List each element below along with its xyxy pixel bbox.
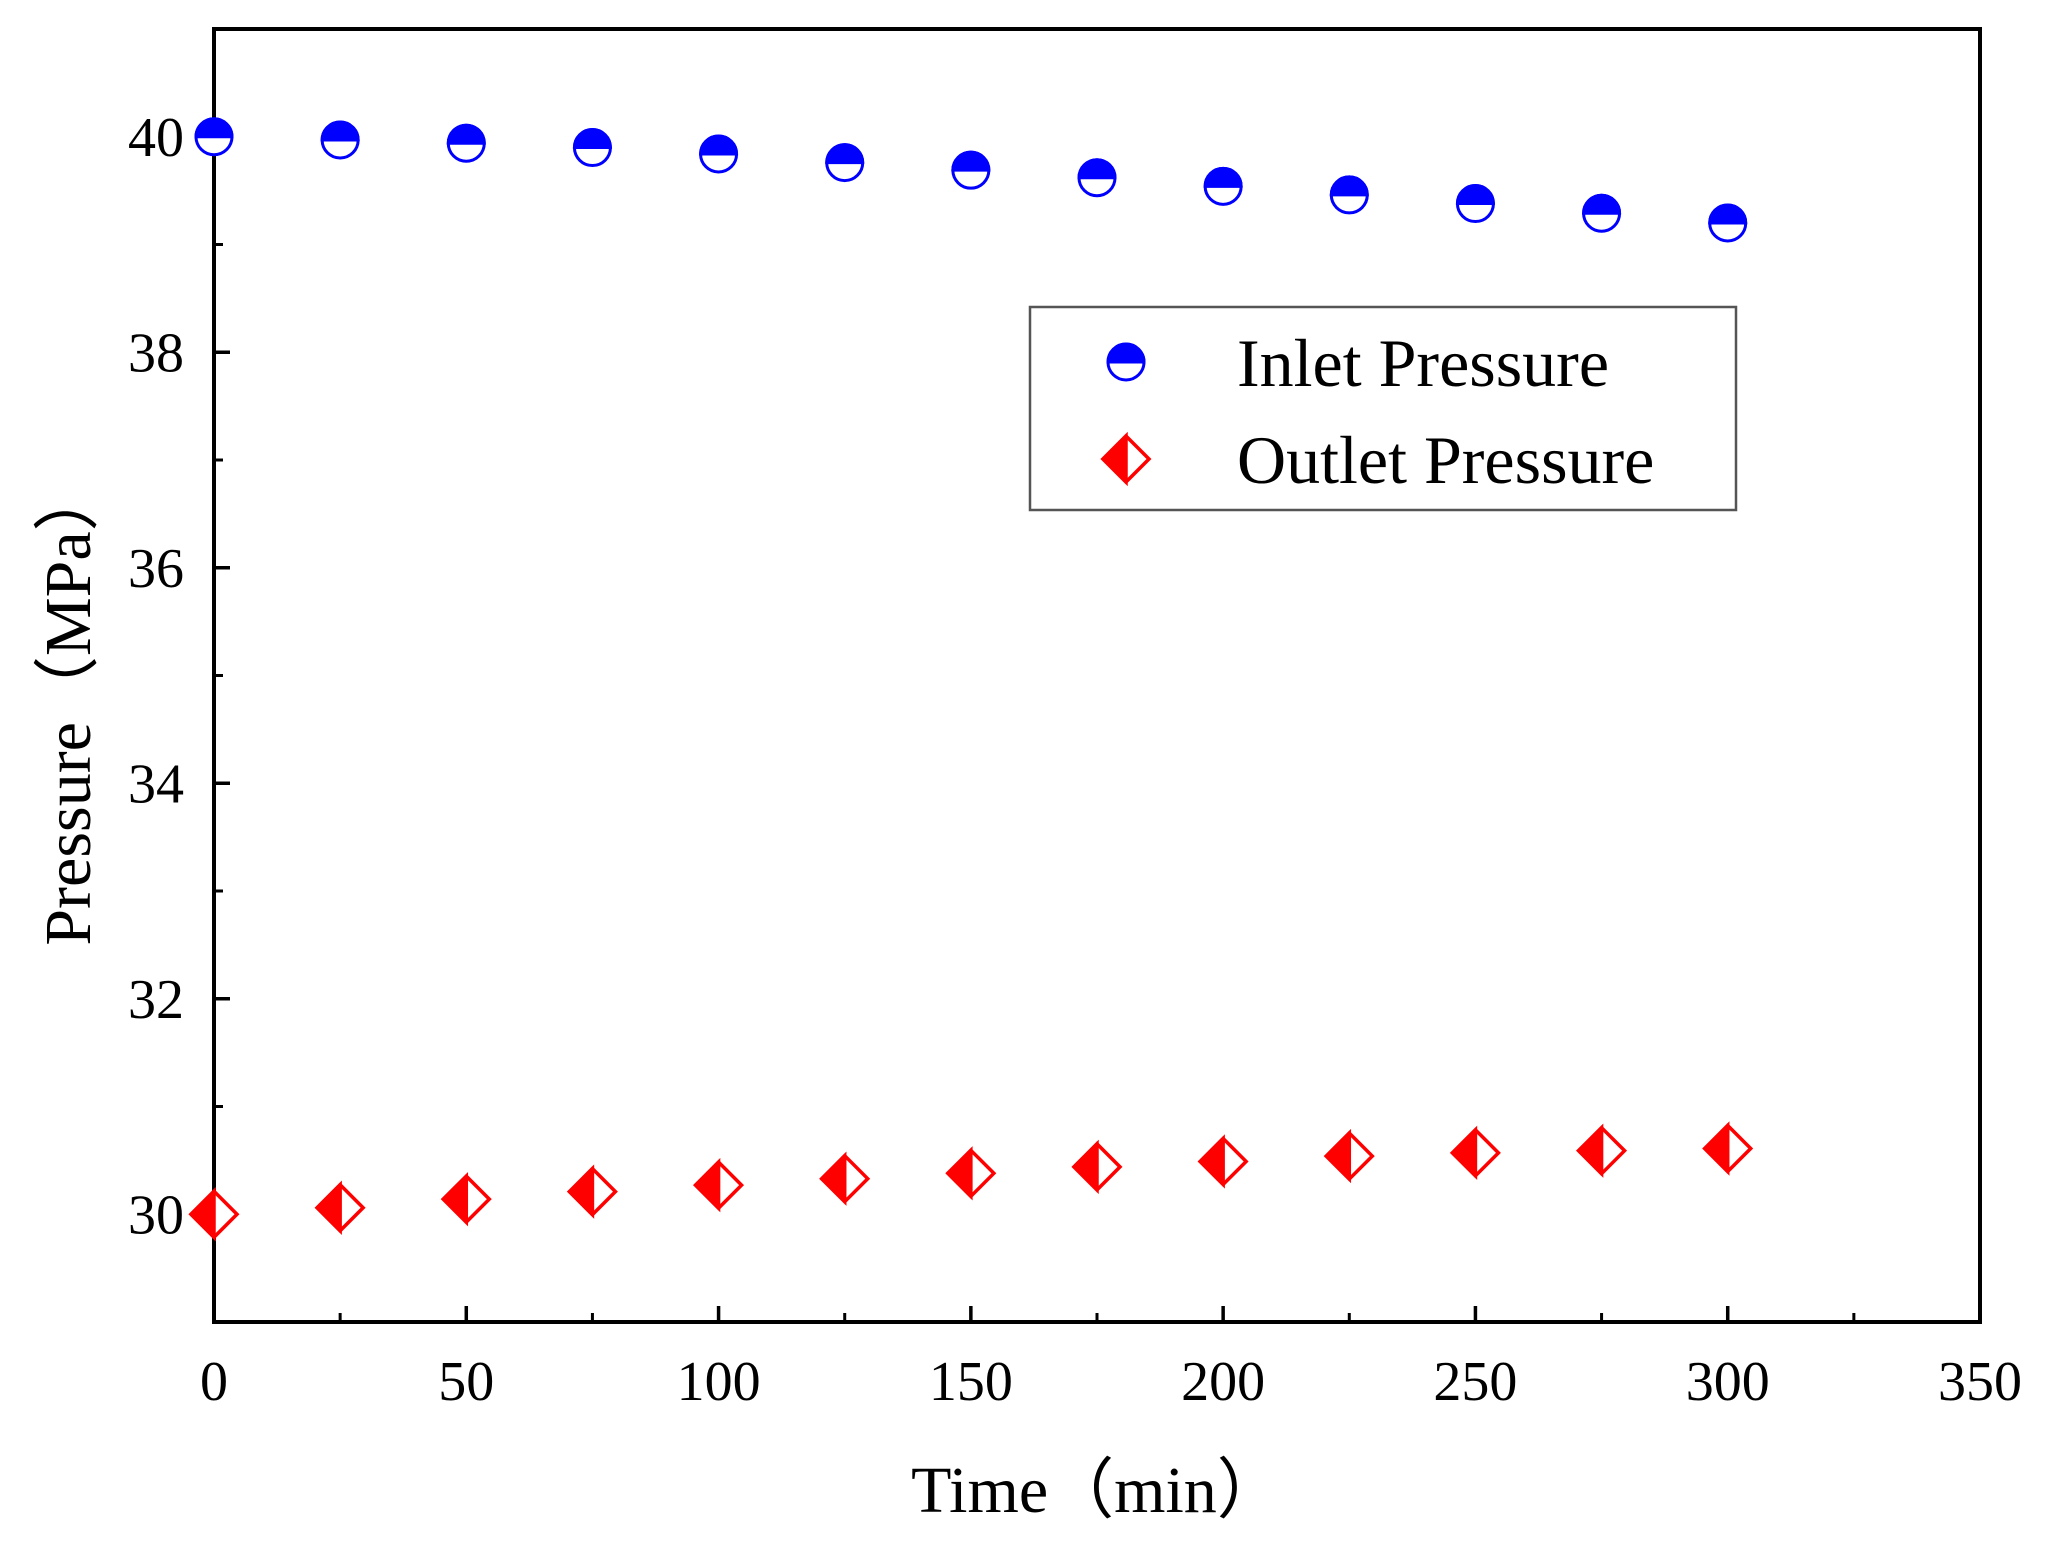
outlet-pressure-point (566, 1164, 618, 1219)
outlet-pressure-point-fill (945, 1146, 973, 1201)
y-tick-label: 32 (128, 969, 184, 1031)
outlet-pressure-point (1197, 1134, 1249, 1189)
inlet-pressure-point (1077, 158, 1117, 198)
inlet-pressure-point-fill (1203, 166, 1243, 188)
inlet-pressure-point-fill (1455, 184, 1495, 206)
legend-label-inlet: Inlet Pressure (1237, 325, 1609, 401)
outlet-pressure-point-fill (1197, 1134, 1225, 1189)
inlet-pressure-point (320, 120, 360, 160)
inlet-pressure-point-fill (194, 117, 234, 139)
x-tick-label: 100 (677, 1351, 761, 1413)
outlet-pressure-point (314, 1180, 366, 1236)
inlet-pressure-point-fill (572, 128, 612, 150)
inlet-pressure-point-fill (1708, 203, 1748, 225)
inlet-pressure-point (1708, 203, 1748, 243)
outlet-pressure-point-fill (566, 1164, 595, 1219)
inlet-pressure-point (1329, 175, 1369, 215)
inlet-pressure-point-fill (1329, 175, 1369, 197)
legend-box (1028, 305, 1738, 512)
inlet-pressure-point-fill (1582, 193, 1622, 215)
outlet-pressure-point-fill (188, 1187, 216, 1242)
series-inlet-pressure (194, 117, 1748, 243)
x-tick-label: 0 (200, 1351, 228, 1413)
outlet-pressure-point (440, 1171, 492, 1227)
outlet-pressure-point-fill (314, 1180, 342, 1236)
outlet-pressure-point-fill (1702, 1121, 1730, 1176)
legend-inlet-marker-fill (1106, 342, 1146, 364)
outlet-pressure-point (1449, 1125, 1501, 1181)
outlet-pressure-point-fill (819, 1151, 847, 1206)
inlet-pressure-point-fill (1077, 158, 1117, 180)
x-tick-label: 300 (1686, 1351, 1770, 1413)
inlet-pressure-point (951, 150, 991, 190)
inlet-pressure-point (194, 117, 234, 157)
outlet-pressure-point-fill (1576, 1123, 1604, 1178)
x-tick-label: 350 (1938, 1351, 2022, 1413)
outlet-pressure-point (693, 1157, 745, 1213)
x-tick-label: 250 (1433, 1351, 1517, 1413)
outlet-pressure-point (1576, 1123, 1628, 1178)
outlet-pressure-point (188, 1187, 240, 1242)
legend-outlet-marker (1100, 431, 1152, 487)
y-tick-label: 34 (128, 753, 184, 815)
inlet-pressure-point (1582, 193, 1622, 233)
inlet-pressure-point (446, 123, 486, 163)
y-tick-label: 40 (128, 107, 184, 169)
inlet-pressure-point-fill (320, 120, 360, 142)
x-tick-label: 50 (438, 1351, 494, 1413)
y-tick-label: 30 (128, 1184, 184, 1246)
inlet-pressure-point-fill (699, 134, 739, 156)
legend-inlet-marker (1106, 342, 1146, 382)
y-tick-label: 38 (128, 322, 184, 384)
y-axis-label: Pressure（MPa） (32, 465, 105, 945)
x-tick-label: 150 (929, 1351, 1013, 1413)
inlet-pressure-point (572, 128, 612, 168)
outlet-pressure-point (1323, 1128, 1375, 1184)
inlet-pressure-point (699, 134, 739, 174)
inlet-pressure-point (1203, 166, 1243, 206)
legend-label-outlet: Outlet Pressure (1237, 422, 1654, 498)
inlet-pressure-point (825, 143, 865, 183)
inlet-pressure-point-fill (825, 143, 865, 165)
outlet-pressure-point (819, 1151, 871, 1206)
x-tick-label: 200 (1181, 1351, 1265, 1413)
legend-outlet-marker-fill (1100, 431, 1128, 487)
inlet-pressure-point (1455, 184, 1495, 224)
outlet-pressure-point (1702, 1121, 1754, 1176)
outlet-pressure-point-fill (1449, 1125, 1478, 1181)
series-outlet-pressure (188, 1121, 1754, 1242)
outlet-pressure-point-fill (1071, 1139, 1099, 1195)
outlet-pressure-point-fill (693, 1157, 721, 1213)
outlet-pressure-point-fill (1323, 1128, 1352, 1184)
outlet-pressure-point-fill (440, 1171, 469, 1227)
inlet-pressure-point-fill (951, 150, 991, 172)
outlet-pressure-point (1071, 1139, 1123, 1195)
outlet-pressure-point (945, 1146, 997, 1201)
y-tick-label: 36 (128, 538, 184, 600)
x-axis-label: Time（min） (911, 1454, 1283, 1527)
inlet-pressure-point-fill (446, 123, 486, 145)
